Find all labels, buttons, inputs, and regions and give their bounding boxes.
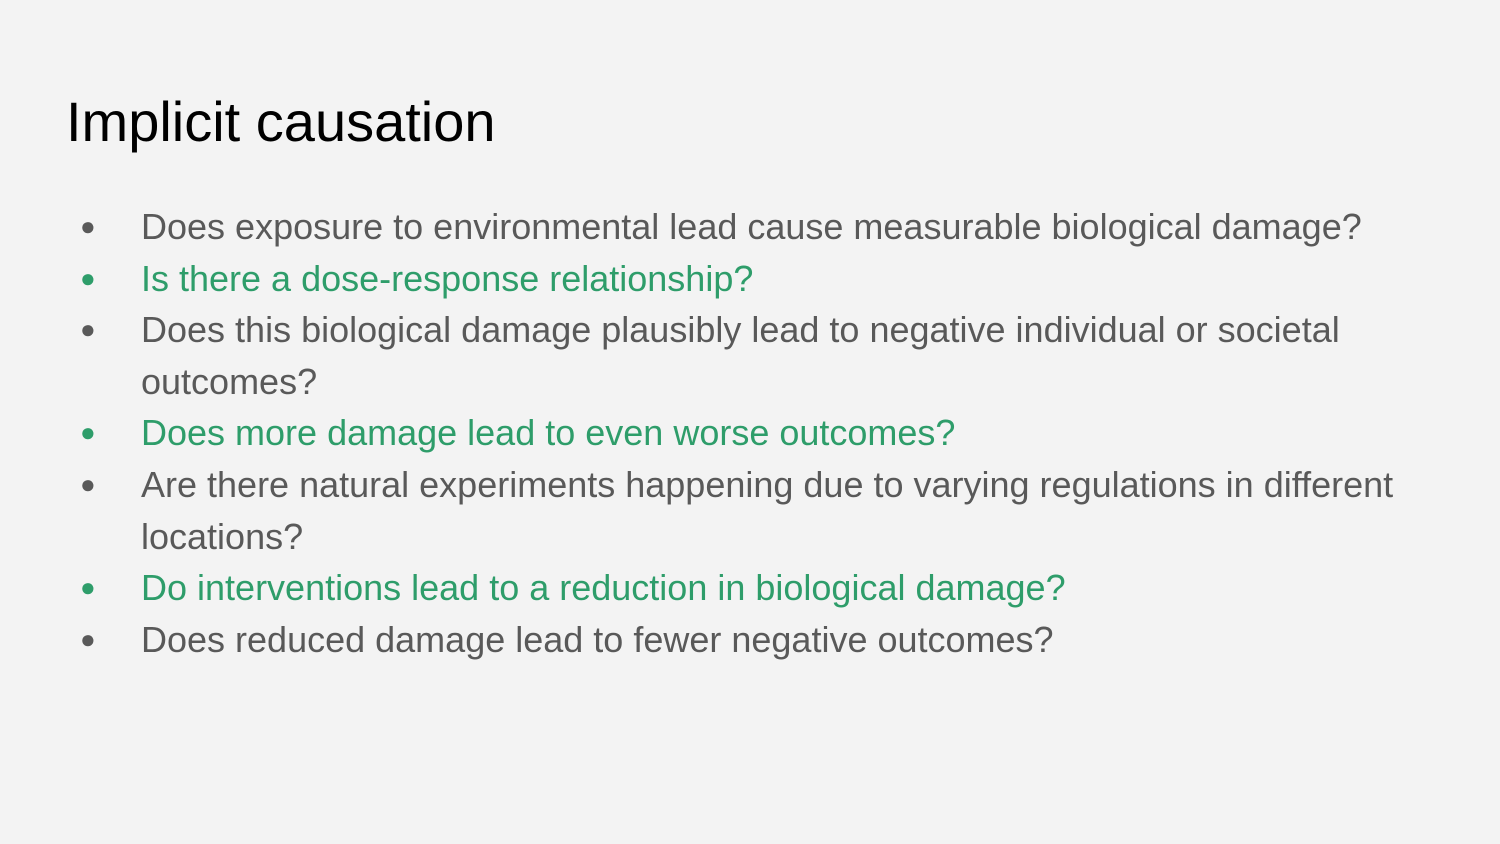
bullet-item-highlighted: ● Do interventions lead to a reduction i…: [0, 562, 1500, 614]
bullet-dot-icon: ●: [80, 623, 96, 654]
bullet-item: ● Does exposure to environmental lead ca…: [0, 201, 1500, 253]
bullet-item-highlighted: ● Is there a dose-response relationship?: [0, 253, 1500, 305]
bullet-item: ● Are there natural experiments happenin…: [0, 459, 1500, 562]
bullet-item: ● Does this biological damage plausibly …: [0, 304, 1500, 407]
bullet-item: ● Does reduced damage lead to fewer nega…: [0, 614, 1500, 666]
bullet-text: Does more damage lead to even worse outc…: [141, 412, 956, 454]
bullet-item-highlighted: ● Does more damage lead to even worse ou…: [0, 407, 1500, 459]
bullet-text: Does exposure to environmental lead caus…: [141, 206, 1362, 247]
bullet-dot-icon: ●: [80, 417, 96, 448]
bullet-dot-icon: ●: [80, 211, 96, 241]
bullet-list: ● Does exposure to environmental lead ca…: [0, 201, 1500, 665]
bullet-text: Is there a dose-response relationship?: [141, 257, 754, 299]
bullet-dot-icon: ●: [80, 468, 96, 499]
bullet-dot-icon: ●: [80, 262, 96, 293]
bullet-dot-icon: ●: [80, 572, 96, 603]
slide-title: Implicit causation: [66, 90, 496, 153]
bullet-text: Does reduced damage lead to fewer negati…: [141, 618, 1054, 660]
bullet-text: Does this biological damage plausibly le…: [141, 309, 1340, 402]
bullet-dot-icon: ●: [80, 314, 96, 345]
bullet-text: Do interventions lead to a reduction in …: [141, 567, 1066, 609]
bullet-text: Are there natural experiments happening …: [141, 463, 1394, 557]
